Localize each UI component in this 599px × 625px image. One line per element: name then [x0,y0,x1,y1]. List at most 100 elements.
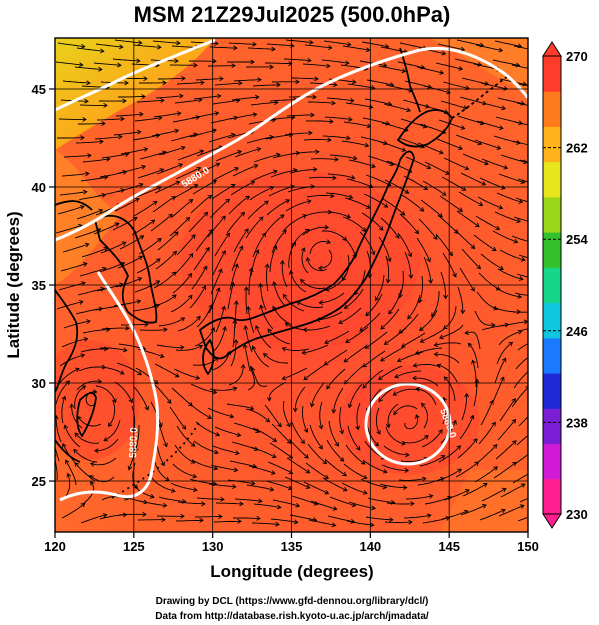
streamline [265,480,292,490]
streamline [400,118,427,128]
streamline-arrowhead [79,62,84,68]
colorbar-segment [543,337,561,374]
streamline [492,377,505,403]
streamline-arrowhead [274,100,279,105]
streamline-arrowhead [365,311,371,317]
streamline [323,40,351,46]
streamline [344,288,364,309]
streamline [419,309,438,331]
streamline-arrowhead [138,255,144,261]
streamline [252,232,266,258]
streamline [247,200,269,220]
streamline-arrowhead [82,189,88,195]
streamline-arrowhead [395,234,400,239]
streamline-arrowhead [120,116,125,122]
streamline [519,159,528,163]
streamline [393,388,420,396]
streamline [303,481,329,494]
streamline-arrowhead [500,376,505,382]
streamline [174,444,195,464]
streamline-arrowhead [404,467,410,473]
streamline-arrowhead [94,448,99,454]
streamline [290,229,310,250]
streamline-arrowhead [100,48,105,54]
streamline [440,100,468,109]
y-tick-label: 30 [32,376,46,391]
streamline-arrowhead [84,98,89,104]
streamline [248,465,276,475]
streamline [74,228,101,239]
streamline-arrowhead [219,76,224,82]
streamline [305,120,334,123]
streamline [211,351,231,371]
streamline [233,228,249,253]
streamline [326,439,345,462]
streamline [253,153,280,163]
streamline [480,400,494,426]
streamline [283,58,311,62]
colorbar-tick-label: 238 [566,415,588,430]
streamline [115,113,143,117]
streamline [362,459,388,473]
streamline-arrowhead [346,213,351,219]
streamline [324,349,348,366]
streamline [367,497,395,503]
streamline [393,405,418,415]
streamline [268,381,287,401]
streamline [472,360,477,388]
streamline [516,273,528,278]
streamline-arrowhead [256,146,262,152]
streamline [418,275,423,303]
streamline-arrowhead [462,105,468,110]
streamline [454,229,476,249]
streamline-arrowhead [190,442,196,447]
streamline [304,44,332,49]
streamline [419,455,445,467]
streamline [421,403,428,429]
streamline-arrowhead [102,513,108,518]
streamline [65,459,77,486]
streamline [443,157,469,170]
streamline-arrowhead [281,375,287,381]
streamline-arrowhead [471,359,476,365]
streamline-arrowhead [272,245,278,251]
streamline [228,196,250,215]
streamline [233,517,261,519]
streamline [61,396,66,424]
streamline [327,173,355,179]
streamline [234,498,262,502]
streamline [55,457,58,481]
streamline [139,151,167,160]
streamline [294,386,306,412]
streamline-arrowhead [495,286,501,291]
streamline [420,199,443,218]
streamline-arrowhead [484,160,489,166]
streamline-arrowhead [270,470,276,475]
streamline-arrowhead [374,441,379,447]
streamline [436,138,463,150]
streamline [288,242,296,269]
streamline [461,248,481,270]
streamline-arrowhead [371,505,377,511]
streamline [305,462,329,479]
streamline [189,478,217,485]
streamline-arrowhead [257,77,262,83]
streamline [405,156,431,169]
streamline [76,47,104,52]
streamline [247,366,255,391]
streamline [462,153,489,165]
streamline [383,445,409,456]
streamline-arrowhead [318,444,323,450]
streamline-arrowhead [303,375,309,381]
streamline [228,42,257,45]
streamline-arrowhead [458,66,464,71]
streamline [154,363,180,378]
streamline-arrowhead [464,392,470,398]
streamline-arrowhead [385,120,391,126]
streamline-arrowhead [150,219,156,225]
streamline-arrowhead [442,324,448,330]
streamline-arrowhead [448,251,453,257]
streamline-arrowhead [426,164,432,170]
streamline [329,154,357,160]
streamline-arrowhead [293,519,299,525]
